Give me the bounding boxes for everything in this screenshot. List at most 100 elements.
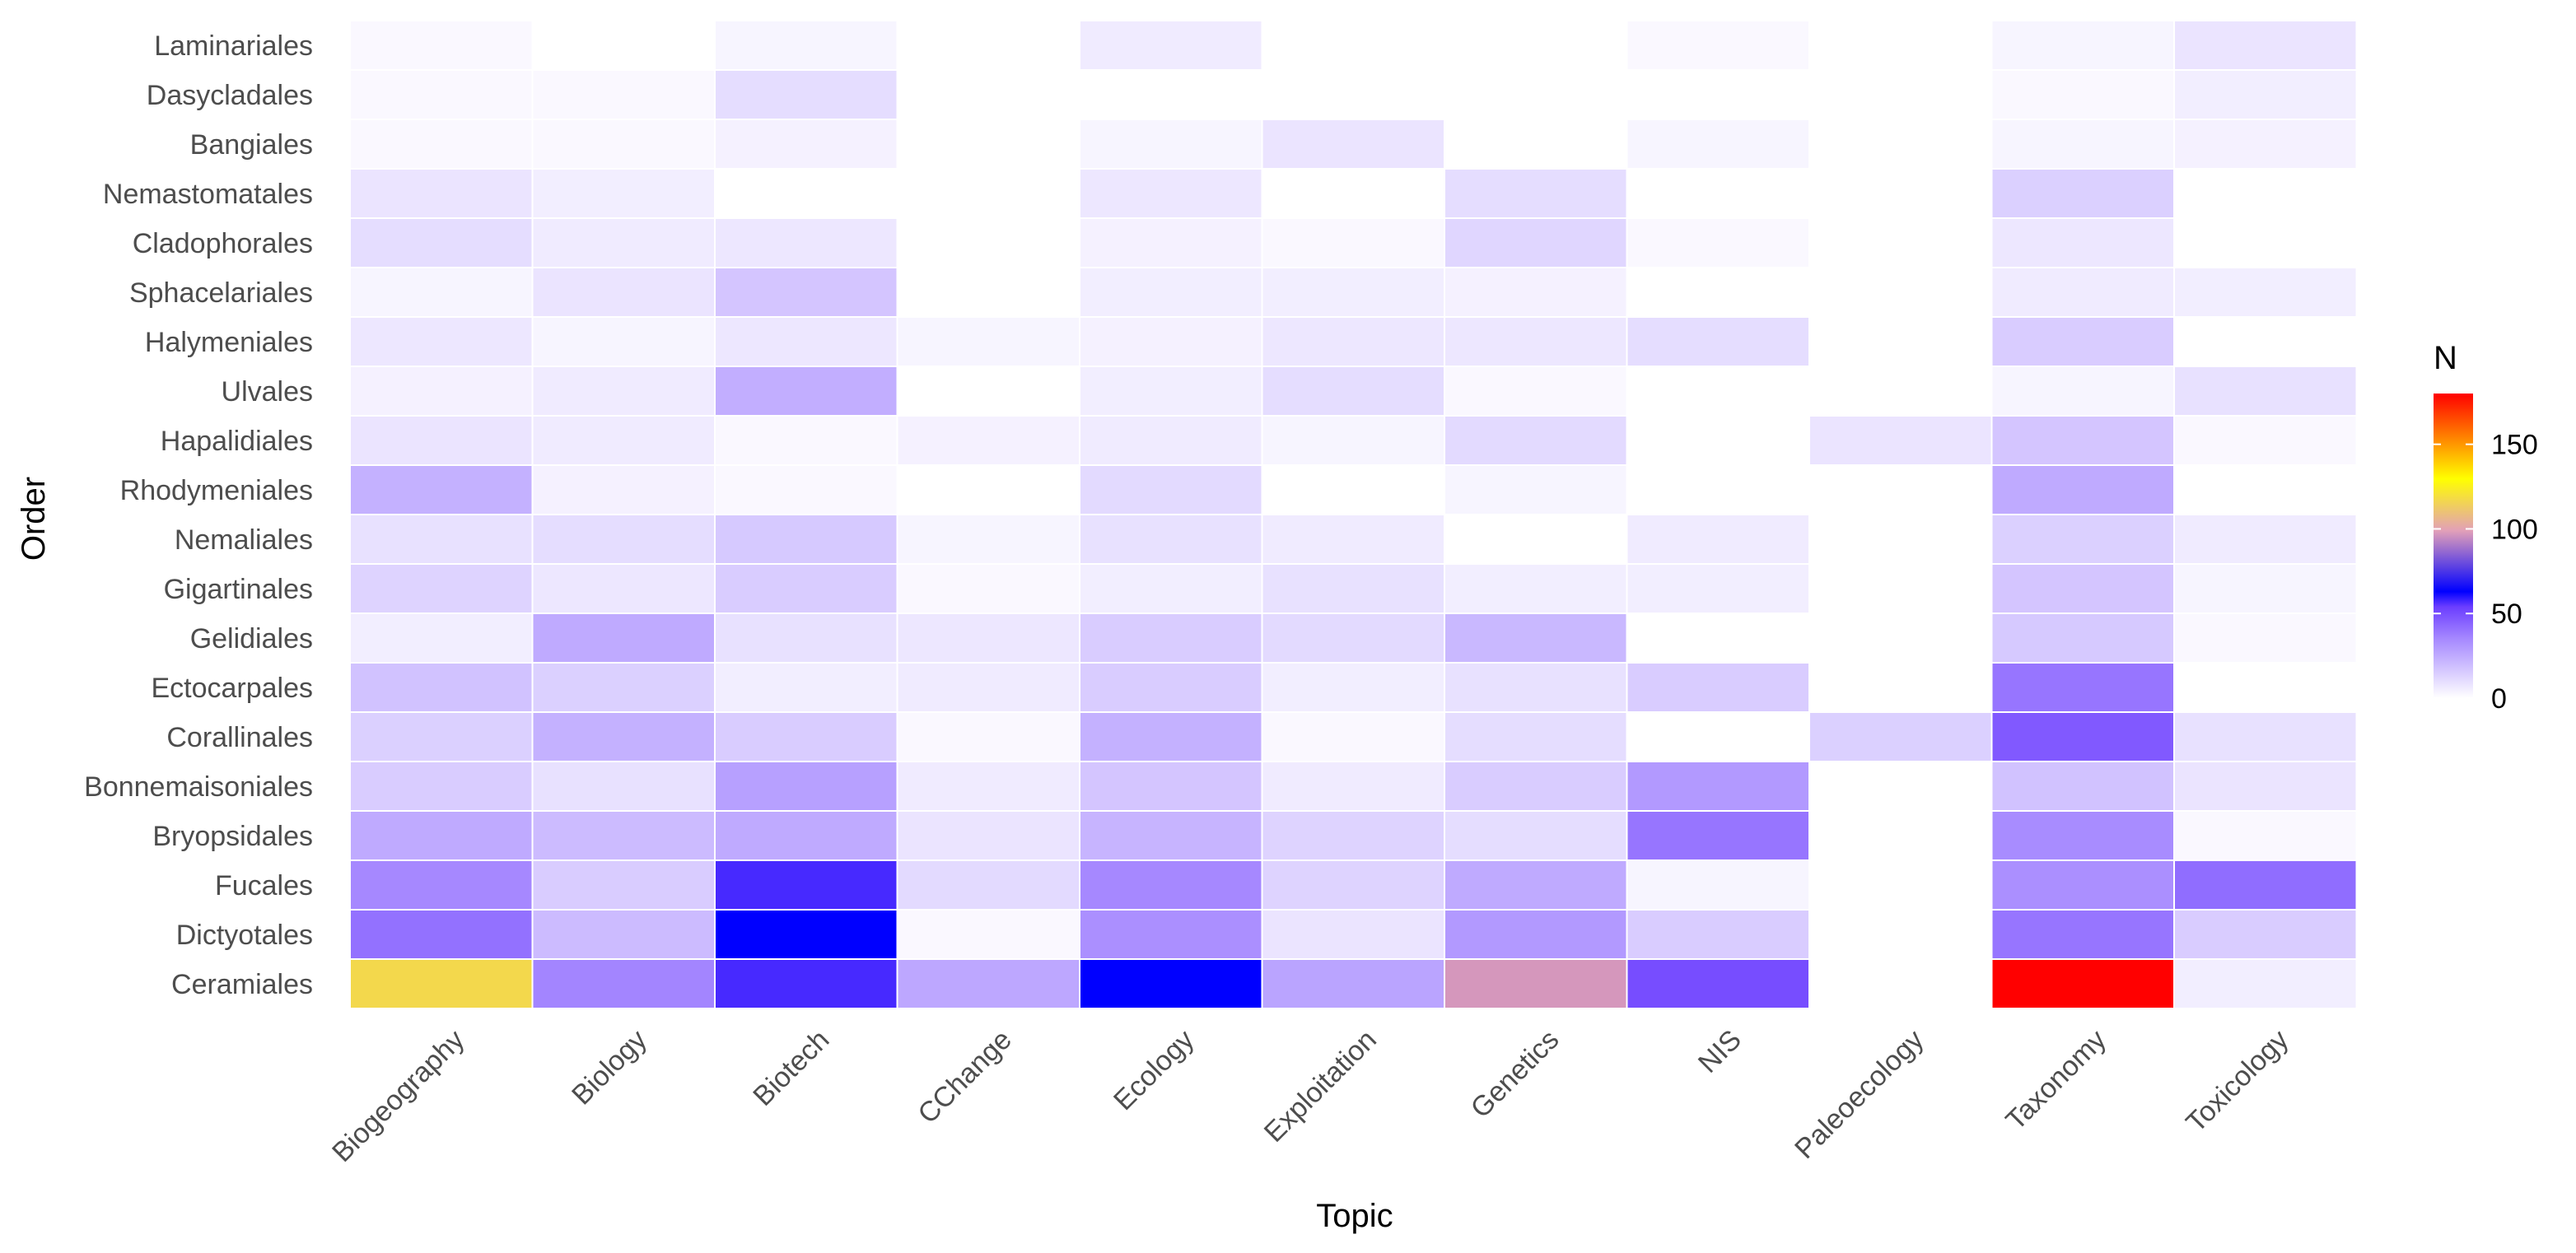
heatmap-tile	[349, 415, 534, 466]
heatmap-tile	[1261, 859, 1445, 911]
heatmap-tile	[531, 711, 716, 762]
heatmap-tile	[531, 267, 716, 318]
heatmap-tile	[714, 761, 898, 812]
heatmap-tile	[896, 859, 1080, 911]
heatmap-tile	[1261, 810, 1445, 861]
heatmap-tile	[349, 366, 534, 417]
legend-tick-label: 150	[2491, 430, 2538, 461]
heatmap-tile	[1990, 316, 2175, 367]
heatmap-tiles	[349, 20, 2358, 1009]
heatmap-tile	[349, 859, 534, 911]
heatmap-tile	[1444, 464, 1628, 515]
heatmap-tile	[1444, 267, 1628, 318]
heatmap-tile	[1079, 316, 1263, 367]
heatmap-tile	[896, 662, 1080, 713]
heatmap-tile	[1079, 909, 1263, 960]
y-tick-label: Bangiales	[190, 129, 313, 161]
heatmap-tile	[1990, 514, 2175, 565]
heatmap-tile	[531, 69, 716, 120]
heatmap-tile	[2173, 514, 2358, 565]
y-axis-ticks: Ceramiales Dictyotales Fucales Bryopsidales…	[84, 30, 313, 1000]
heatmap-tile	[349, 20, 534, 71]
heatmap-tile	[531, 217, 716, 268]
heatmap-tile	[1626, 20, 1810, 71]
heatmap-tile	[1444, 859, 1628, 911]
heatmap-tile	[349, 69, 534, 120]
y-tick-label: Gigartinales	[164, 574, 313, 605]
heatmap-tile	[1261, 316, 1445, 367]
heatmap-tile	[1261, 217, 1445, 268]
heatmap-tile	[349, 464, 534, 515]
heatmap-tile	[349, 316, 534, 367]
heatmap-tile	[1079, 514, 1263, 565]
x-tick-label: Biotech	[747, 1024, 835, 1112]
x-tick-label: Ecology	[1108, 1024, 1200, 1116]
heatmap-tile	[1990, 761, 2175, 812]
legend-title: N	[2434, 340, 2457, 376]
heatmap-tile	[1990, 958, 2175, 1009]
x-tick-label: Exploitation	[1258, 1024, 1383, 1148]
legend-tick-label: 100	[2491, 514, 2538, 545]
y-tick-label: Ulvales	[222, 376, 313, 408]
heatmap-tile	[714, 217, 898, 268]
heatmap-tile	[1079, 563, 1263, 614]
y-tick-label: Bryopsidales	[152, 821, 313, 852]
y-tick-label: Dasycladales	[147, 80, 313, 111]
heatmap-tile	[714, 958, 898, 1009]
heatmap-tile	[1990, 711, 2175, 762]
heatmap-tile	[1261, 711, 1445, 762]
heatmap-tile	[531, 366, 716, 417]
heatmap-tile	[1990, 662, 2175, 713]
x-tick-label: NIS	[1692, 1024, 1748, 1079]
heatmap-tile	[349, 909, 534, 960]
heatmap-tile	[2173, 563, 2358, 614]
heatmap-tile	[349, 217, 534, 268]
heatmap-tile	[1079, 958, 1263, 1009]
heatmap-tile	[714, 514, 898, 565]
legend-ticks: 0 50 100 150	[2434, 430, 2538, 715]
heatmap-tile	[714, 613, 898, 664]
heatmap-tile	[1079, 711, 1263, 762]
heatmap-tile	[531, 415, 716, 466]
heatmap-tile	[714, 909, 898, 960]
heatmap-tile	[1444, 613, 1628, 664]
heatmap-tile	[1990, 613, 2175, 664]
heatmap-tile	[1079, 810, 1263, 861]
heatmap-tile	[1626, 958, 1810, 1009]
y-tick-label: Ectocarpales	[151, 673, 313, 704]
heatmap-tile	[1990, 20, 2175, 71]
heatmap-tile	[531, 464, 716, 515]
heatmap-tile	[1990, 69, 2175, 120]
heatmap-tile	[1444, 563, 1628, 614]
heatmap-tile	[1079, 217, 1263, 268]
heatmap-tile	[531, 563, 716, 614]
heatmap-tile	[349, 514, 534, 565]
heatmap-tile	[714, 415, 898, 466]
heatmap-tile	[896, 958, 1080, 1009]
heatmap-tile	[1444, 662, 1628, 713]
x-tick-label: Taxonomy	[2000, 1024, 2112, 1136]
heatmap-tile	[1990, 563, 2175, 614]
legend-tick-label: 0	[2491, 683, 2507, 715]
heatmap-tile	[1261, 514, 1445, 565]
heatmap-tile	[349, 662, 534, 713]
heatmap-tile	[531, 168, 716, 219]
heatmap-tile	[2173, 958, 2358, 1009]
heatmap-tile	[1990, 168, 2175, 219]
heatmap-tile	[896, 613, 1080, 664]
heatmap-tile	[1079, 464, 1263, 515]
x-tick-label: Biology	[566, 1024, 653, 1111]
heatmap-tile	[1990, 810, 2175, 861]
heatmap-tile	[1626, 563, 1810, 614]
heatmap-tile	[1261, 613, 1445, 664]
heatmap-tile	[896, 761, 1080, 812]
x-axis-ticks: Biogeography Biology Biotech CChange Ecology…	[326, 1024, 2294, 1168]
heatmap-tile	[714, 662, 898, 713]
y-tick-label: Nemastomatales	[103, 179, 313, 210]
heatmap-tile	[349, 613, 534, 664]
heatmap-tile	[1990, 267, 2175, 318]
heatmap-tile	[714, 810, 898, 861]
x-tick-label: Toxicology	[2180, 1024, 2294, 1139]
